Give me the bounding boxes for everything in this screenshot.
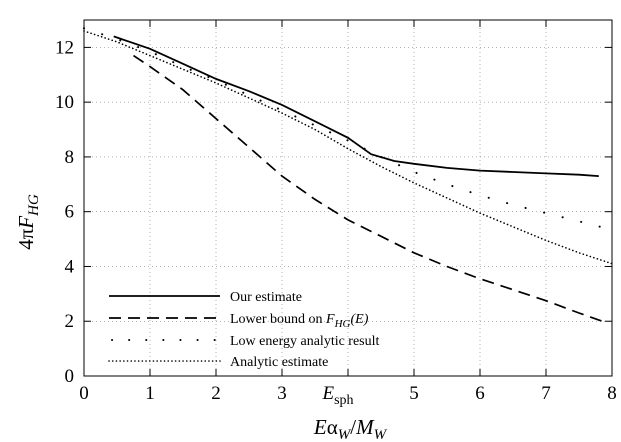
series-group: [83, 27, 613, 323]
y-tick-label: 10: [55, 92, 74, 113]
y-tick-label: 4: [65, 256, 75, 277]
legend: Our estimate Lower bound on FHG(E) Low e…: [108, 290, 380, 370]
legend-label-low-energy: Low energy analytic result: [230, 334, 380, 349]
x-axis-label: EαW/MW: [313, 415, 388, 442]
y-tick-label: 6: [65, 202, 75, 223]
series-line-our-estimate: [113, 35, 599, 177]
esph-annotation: Esph: [321, 383, 353, 408]
series-line-lower-bound-on-f-hg-e: [133, 54, 603, 323]
legend-label-lower-bound: Lower bound on FHG(E): [230, 312, 369, 330]
y-tick-label: 0: [65, 366, 75, 387]
series-line-low-energy-analytic-result: [83, 27, 607, 230]
y-tick-label: 8: [65, 147, 75, 168]
legend-label-analytic-estimate: Analytic estimate: [230, 355, 328, 370]
grid-lines: [84, 20, 612, 376]
x-tick-label: 0: [79, 383, 89, 404]
x-tick-label: 8: [607, 383, 617, 404]
x-tick-label: 6: [475, 383, 485, 404]
x-tick-label: 7: [541, 383, 551, 404]
y-axis-label: 4πFHG: [14, 194, 42, 250]
x-tick-label: 2: [211, 383, 221, 404]
y-tick-label: 12: [55, 37, 74, 58]
x-tick-label: 3: [277, 383, 287, 404]
y-tick-label: 2: [65, 311, 75, 332]
x-tick-label: 1: [145, 383, 155, 404]
series-line-analytic-estimate: [83, 30, 613, 265]
x-tick-label: 5: [409, 383, 419, 404]
legend-label-our-estimate: Our estimate: [230, 290, 302, 305]
